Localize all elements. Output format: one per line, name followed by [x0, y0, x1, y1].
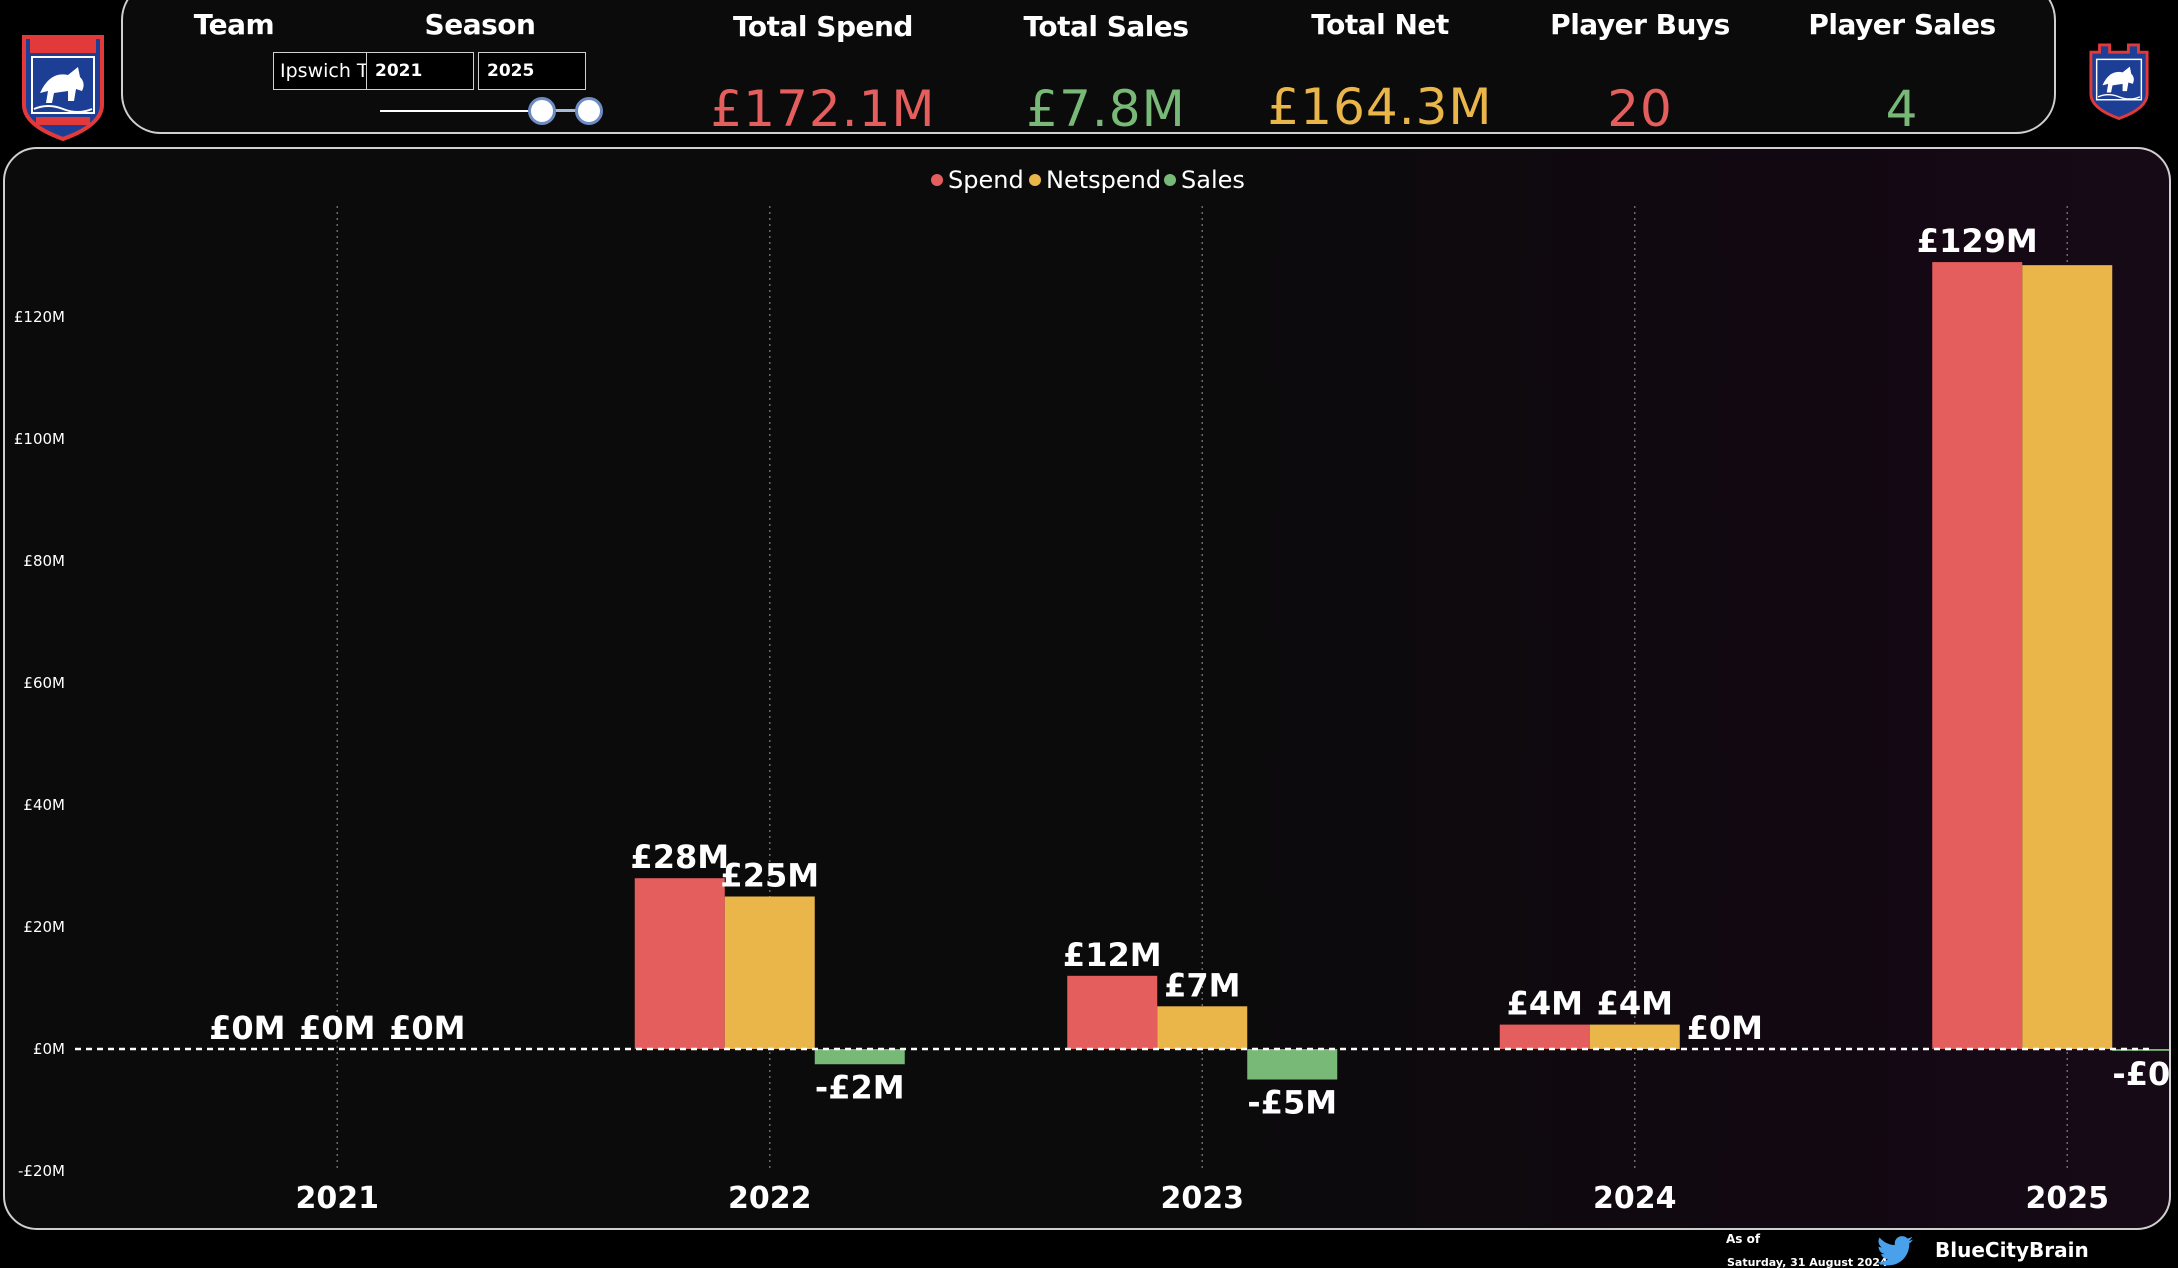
legend-label-spend: Spend: [948, 166, 1024, 194]
as-of-label: As of: [1726, 1232, 1761, 1246]
season-start-input[interactable]: 2021: [366, 52, 474, 90]
bar-sales-2025: [2112, 1049, 2169, 1051]
total-net-label: Total Net: [1311, 8, 1449, 41]
y-tick-label: £0M: [33, 1040, 65, 1058]
bar-netspend-2024: [1589, 1024, 1680, 1049]
bar-netspend-2022: [724, 896, 815, 1049]
data-label-spend-2021: £0M: [209, 1009, 285, 1047]
x-tick-label: 2023: [1161, 1181, 1245, 1216]
data-label-sales-2024: £0M: [1687, 1009, 1763, 1047]
data-label-netspend-2022: £25M: [720, 857, 819, 895]
legend-dot-netspend: [1029, 174, 1041, 186]
y-tick-label: £120M: [14, 308, 65, 326]
x-tick-label: 2021: [296, 1181, 380, 1216]
y-tick-label: £100M: [14, 430, 65, 448]
chart-panel: -£20M £0M £20M £40M £60M £80M £100M £120M £0M £0M…: [3, 147, 2171, 1230]
y-tick-label: £40M: [23, 796, 65, 814]
kpi-header-panel: Team Season Ipswich Town 2021 2025 Total…: [121, 0, 2056, 138]
bar-spend-2023: [1067, 975, 1158, 1049]
season-slider-track[interactable]: [380, 110, 590, 112]
x-tick-label: 2022: [728, 1181, 812, 1216]
season-slider-start-handle[interactable]: [528, 97, 556, 125]
data-label-netspend-2021: £0M: [299, 1009, 375, 1047]
player-buys-label: Player Buys: [1550, 8, 1730, 41]
season-slider-range: [543, 109, 591, 112]
data-label-sales-2021: £0M: [389, 1009, 465, 1047]
y-tick-label: £60M: [23, 674, 65, 692]
season-label: Season: [424, 8, 536, 41]
y-tick-label: -£20M: [18, 1162, 65, 1180]
total-spend-value: £172.1M: [710, 80, 936, 138]
player-buys-value: 20: [1607, 80, 1673, 138]
bar-spend-2025: [1932, 262, 2023, 1050]
team-label: Team: [193, 8, 275, 41]
bar-sales-2022: [814, 1049, 905, 1065]
legend-dot-spend: [931, 174, 943, 186]
data-label-spend-2023: £12M: [1063, 936, 1162, 974]
data-label-spend-2024: £4M: [1507, 985, 1583, 1023]
y-tick-label: £20M: [23, 918, 65, 936]
legend-dot-sales: [1164, 174, 1176, 186]
as-of-date: Saturday, 31 August 2024: [1727, 1256, 1888, 1268]
bar-spend-2024: [1499, 1024, 1590, 1049]
total-sales-label: Total Sales: [1023, 10, 1189, 43]
data-label-netspend-2024: £4M: [1597, 985, 1673, 1023]
data-label-netspend-2023: £7M: [1164, 966, 1240, 1004]
data-label-sales-2022: -£2M: [815, 1068, 905, 1106]
bar-netspend-2025: [2022, 265, 2113, 1049]
player-sales-value: 4: [1885, 80, 1919, 138]
x-tick-label: 2024: [1593, 1181, 1677, 1216]
bar-spend-2022: [634, 878, 725, 1049]
left-crest-icon: [20, 33, 106, 141]
season-slider-end-handle[interactable]: [575, 97, 603, 125]
bar-netspend-2023: [1157, 1006, 1248, 1049]
data-label-sales-2023: -£5M: [1247, 1084, 1337, 1122]
data-label-sales-2025: -£0M: [2112, 1055, 2171, 1093]
total-sales-value: £7.8M: [1026, 80, 1186, 138]
total-spend-label: Total Spend: [733, 10, 913, 43]
legend-label-sales: Sales: [1181, 166, 1245, 194]
season-end-input[interactable]: 2025: [478, 52, 586, 90]
twitter-handle[interactable]: BlueCityBrain: [1935, 1238, 2089, 1262]
legend-label-netspend: Netspend: [1046, 166, 1161, 194]
right-crest-icon: [2088, 40, 2150, 122]
y-tick-label: £80M: [23, 552, 65, 570]
data-label-spend-2025: £129M: [1917, 222, 2038, 260]
data-label-spend-2022: £28M: [630, 838, 729, 876]
x-tick-label: 2025: [2026, 1181, 2110, 1216]
transfer-bar-chart: -£20M £0M £20M £40M £60M £80M £100M £120M £0M £0M…: [14, 166, 2171, 1216]
player-sales-label: Player Sales: [1808, 8, 1996, 41]
total-net-value: £164.3M: [1267, 78, 1493, 136]
twitter-icon[interactable]: [1876, 1236, 1914, 1266]
bar-sales-2023: [1247, 1049, 1338, 1080]
